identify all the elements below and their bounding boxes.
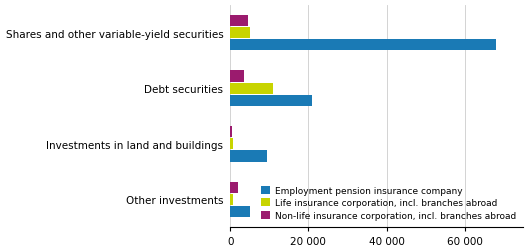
Bar [230,182,238,193]
Bar [230,71,244,82]
Bar [230,16,248,27]
Bar [230,96,312,107]
Bar [230,206,250,217]
Bar [230,194,233,205]
Bar [230,28,250,39]
Bar [230,127,232,138]
Bar [230,83,273,94]
Bar [230,151,267,162]
Bar [230,139,233,150]
Bar [230,40,496,51]
Legend: Employment pension insurance company, Life insurance corporation, incl. branches: Employment pension insurance company, Li… [259,183,519,223]
